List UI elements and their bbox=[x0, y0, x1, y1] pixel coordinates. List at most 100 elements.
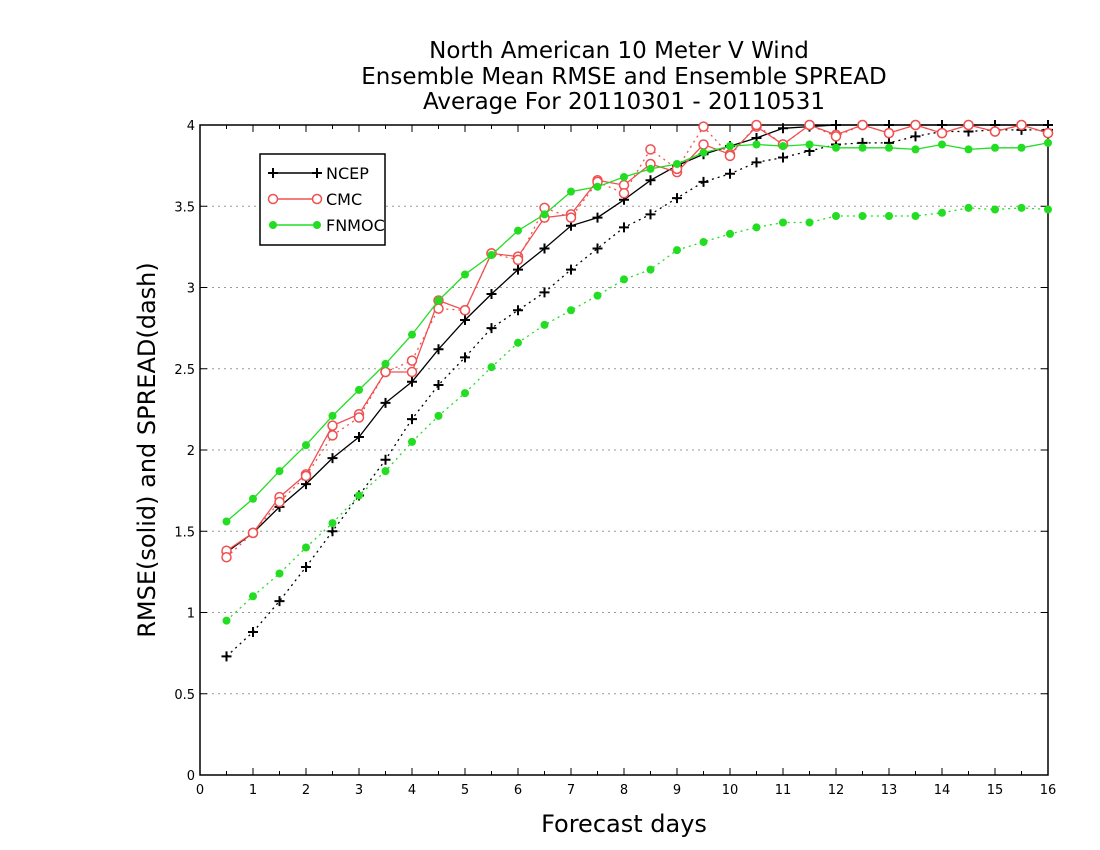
series-ncep-spread bbox=[221, 124, 1053, 662]
data-point-fnmoc-spread bbox=[646, 265, 655, 274]
data-point-fnmoc-spread bbox=[1017, 203, 1026, 212]
series-line-ncep-spread bbox=[226, 129, 1048, 657]
data-point-fnmoc-rmse bbox=[434, 296, 443, 305]
data-point-cmc-spread bbox=[857, 119, 868, 131]
data-point-ncep-spread bbox=[539, 287, 550, 298]
data-point-fnmoc-rmse bbox=[381, 359, 390, 368]
data-point-fnmoc-spread bbox=[381, 467, 390, 476]
data-point-ncep-rmse bbox=[539, 243, 550, 254]
data-point-fnmoc-rmse bbox=[938, 140, 946, 149]
title-line-3: Average For 20110301 - 20110531 bbox=[423, 89, 825, 115]
data-point-fnmoc-spread bbox=[991, 205, 999, 214]
legend-marker-fnmoc bbox=[313, 221, 321, 229]
legend-label-ncep: NCEP bbox=[326, 164, 369, 183]
y-tick-label: 0 bbox=[187, 769, 195, 784]
data-point-cmc-spread bbox=[751, 119, 762, 131]
data-point-fnmoc-rmse bbox=[673, 160, 681, 168]
x-tick-label: 1 bbox=[249, 783, 257, 798]
data-point-fnmoc-rmse bbox=[408, 330, 416, 339]
title-line-2: Ensemble Mean RMSE and Ensemble SPREAD bbox=[361, 64, 886, 90]
data-point-cmc-spread bbox=[989, 126, 1001, 137]
data-point-fnmoc-rmse bbox=[461, 270, 469, 279]
data-point-fnmoc-spread bbox=[487, 363, 496, 372]
data-point-fnmoc-rmse bbox=[964, 145, 973, 154]
x-tick-label: 7 bbox=[567, 783, 575, 798]
y-tick-label: 3.5 bbox=[174, 200, 195, 215]
data-point-fnmoc-rmse bbox=[779, 142, 787, 151]
legend-marker-fnmoc bbox=[269, 221, 277, 229]
axes: 00.511.522.533.540 1 2 3 4 5 6 7 8 9 10 11 12 13 14 15 1… bbox=[174, 119, 1056, 798]
x-tick-label: 13 bbox=[881, 783, 898, 798]
data-point-fnmoc-spread bbox=[964, 203, 973, 212]
series-layer bbox=[221, 119, 1054, 662]
data-point-fnmoc-rmse bbox=[593, 182, 602, 191]
data-point-cmc-spread bbox=[830, 131, 842, 142]
data-point-cmc-spread bbox=[459, 305, 471, 316]
x-tick-label: 16 bbox=[1040, 783, 1057, 798]
data-point-fnmoc-rmse bbox=[275, 467, 284, 476]
x-tick-label: 14 bbox=[934, 783, 951, 798]
data-point-ncep-rmse bbox=[433, 344, 444, 355]
series-line-cmc-spread bbox=[226, 124, 1049, 558]
y-tick-label: 0.5 bbox=[174, 688, 195, 703]
data-point-fnmoc-rmse bbox=[699, 148, 708, 157]
data-point-cmc-spread bbox=[406, 355, 418, 366]
data-point-ncep-spread bbox=[566, 264, 576, 275]
data-point-ncep-spread bbox=[407, 414, 417, 425]
data-point-cmc-spread bbox=[1016, 119, 1027, 131]
data-point-fnmoc-rmse bbox=[1044, 138, 1052, 147]
series-line-fnmoc-rmse bbox=[226, 142, 1049, 522]
data-point-fnmoc-rmse bbox=[646, 164, 655, 173]
data-point-fnmoc-spread bbox=[885, 212, 893, 220]
data-point-fnmoc-spread bbox=[620, 275, 628, 284]
legend-marker-cmc bbox=[267, 193, 279, 205]
data-point-ncep-rmse bbox=[513, 264, 523, 275]
data-point-fnmoc-rmse bbox=[567, 187, 575, 196]
x-tick-label: 0 bbox=[196, 783, 204, 798]
data-point-cmc-spread bbox=[936, 127, 948, 139]
data-point-fnmoc-spread bbox=[726, 229, 734, 238]
legend-label-fnmoc: FNMOC bbox=[326, 216, 385, 235]
data-point-cmc-spread bbox=[512, 254, 524, 266]
legend: NCEP CMC FNMOC bbox=[259, 153, 386, 246]
data-point-cmc-spread bbox=[804, 119, 815, 131]
data-point-ncep-spread bbox=[221, 651, 232, 662]
data-point-cmc-rmse bbox=[327, 420, 338, 431]
data-point-ncep-spread bbox=[592, 243, 603, 254]
data-point-fnmoc-spread bbox=[779, 218, 787, 227]
data-point-fnmoc-spread bbox=[461, 389, 469, 398]
data-point-fnmoc-spread bbox=[752, 223, 761, 232]
data-point-cmc-spread bbox=[1042, 127, 1054, 139]
data-point-ncep-spread bbox=[248, 627, 258, 637]
data-point-fnmoc-rmse bbox=[355, 385, 363, 394]
data-point-fnmoc-rmse bbox=[328, 411, 337, 420]
data-point-ncep-rmse bbox=[460, 315, 470, 325]
data-point-ncep-spread bbox=[645, 209, 656, 220]
series-line-fnmoc-spread bbox=[226, 207, 1049, 622]
data-point-fnmoc-rmse bbox=[885, 143, 893, 152]
data-point-ncep-rmse bbox=[645, 175, 656, 186]
data-point-cmc-spread bbox=[883, 127, 895, 139]
data-point-ncep-spread bbox=[460, 352, 470, 363]
data-point-ncep-rmse bbox=[407, 376, 417, 387]
data-point-ncep-spread bbox=[672, 193, 682, 204]
data-point-cmc-spread bbox=[353, 412, 365, 423]
legend-marker-ncep bbox=[312, 168, 322, 178]
data-point-fnmoc-rmse bbox=[249, 494, 257, 503]
data-point-ncep-spread bbox=[698, 176, 709, 187]
data-point-fnmoc-spread bbox=[434, 411, 443, 420]
data-point-cmc-spread bbox=[645, 144, 656, 155]
title-line-1: North American 10 Meter V Wind bbox=[429, 38, 809, 64]
data-point-cmc-spread bbox=[698, 121, 709, 132]
data-point-ncep-spread bbox=[327, 526, 338, 537]
data-point-fnmoc-spread bbox=[805, 218, 814, 227]
data-point-cmc-spread bbox=[247, 527, 259, 539]
data-point-cmc-spread bbox=[724, 150, 736, 162]
data-point-cmc-spread bbox=[274, 496, 285, 508]
data-point-fnmoc-spread bbox=[328, 519, 337, 528]
data-point-fnmoc-rmse bbox=[620, 173, 628, 181]
x-tick-label: 4 bbox=[408, 783, 416, 798]
data-point-fnmoc-spread bbox=[514, 338, 522, 347]
data-point-fnmoc-spread bbox=[911, 212, 920, 220]
x-tick-label: 2 bbox=[302, 783, 310, 798]
